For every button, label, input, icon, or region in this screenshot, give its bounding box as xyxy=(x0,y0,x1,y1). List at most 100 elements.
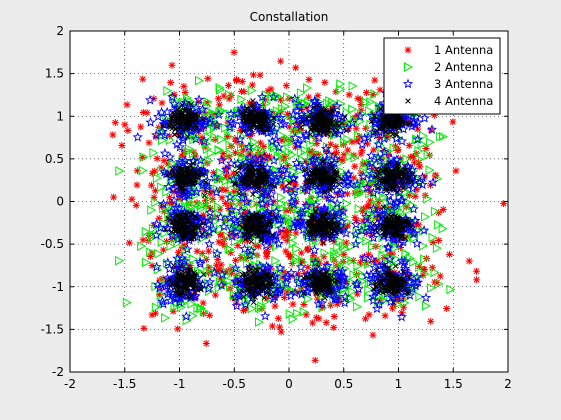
data-point xyxy=(188,101,194,108)
data-point xyxy=(379,275,390,286)
data-point xyxy=(354,110,366,121)
data-point xyxy=(415,221,423,229)
data-point xyxy=(256,71,264,79)
data-point xyxy=(226,231,238,241)
data-point xyxy=(391,269,399,277)
data-point xyxy=(371,303,383,314)
data-point xyxy=(232,196,242,207)
data-point xyxy=(318,224,325,231)
data-point xyxy=(256,284,262,291)
data-point xyxy=(308,239,319,250)
data-point xyxy=(268,91,279,102)
data-point xyxy=(213,109,225,120)
data-point xyxy=(151,229,162,240)
data-point xyxy=(327,235,333,242)
legend-label: 4 Antenna xyxy=(434,94,493,108)
data-point xyxy=(293,114,304,125)
data-point xyxy=(256,161,263,168)
data-point xyxy=(289,300,297,308)
data-point xyxy=(347,255,357,266)
data-point xyxy=(331,269,337,275)
data-point xyxy=(339,297,350,308)
data-point xyxy=(322,189,328,195)
data-point xyxy=(154,248,164,259)
data-point xyxy=(322,105,329,112)
data-point xyxy=(393,299,403,310)
data-point xyxy=(395,184,403,192)
data-point xyxy=(248,279,254,286)
data-point xyxy=(302,185,313,196)
data-point xyxy=(163,238,171,246)
data-point xyxy=(309,319,317,327)
data-point xyxy=(385,117,391,123)
data-point xyxy=(371,208,383,219)
data-point xyxy=(190,173,196,179)
data-point xyxy=(244,208,252,216)
data-point xyxy=(332,258,342,269)
data-point xyxy=(137,123,145,131)
data-point xyxy=(419,112,430,123)
data-point xyxy=(174,325,182,333)
data-point xyxy=(238,78,246,86)
data-point xyxy=(276,119,287,130)
data-point xyxy=(182,279,188,286)
data-point xyxy=(139,108,147,116)
data-point xyxy=(229,201,239,211)
data-point xyxy=(181,114,188,120)
data-point xyxy=(348,81,358,91)
data-point xyxy=(374,181,380,187)
data-point xyxy=(327,289,334,295)
data-point xyxy=(330,153,341,164)
data-point xyxy=(206,148,216,159)
data-point xyxy=(342,217,353,227)
data-point xyxy=(398,287,404,293)
data-point xyxy=(500,200,508,208)
data-point xyxy=(288,190,299,201)
data-point xyxy=(403,286,409,292)
data-point xyxy=(300,301,308,309)
data-point xyxy=(156,166,166,176)
data-point xyxy=(375,278,382,284)
data-point xyxy=(195,166,202,172)
data-point xyxy=(232,289,244,300)
data-point xyxy=(350,238,362,249)
data-point xyxy=(249,224,256,231)
data-point xyxy=(295,216,306,227)
data-point xyxy=(381,229,388,236)
data-point xyxy=(321,121,327,128)
data-point xyxy=(420,254,430,264)
data-point xyxy=(333,300,341,308)
data-point xyxy=(325,95,335,106)
data-point xyxy=(426,151,434,159)
data-point xyxy=(174,188,186,199)
data-point xyxy=(297,249,305,257)
data-point xyxy=(427,126,435,134)
data-point xyxy=(144,94,156,105)
data-point xyxy=(357,150,365,158)
data-point xyxy=(155,291,163,299)
data-point xyxy=(174,115,180,122)
data-point xyxy=(212,261,220,269)
data-point xyxy=(178,290,185,296)
data-point xyxy=(366,253,378,264)
data-point xyxy=(221,165,229,173)
data-point xyxy=(314,279,321,286)
data-point xyxy=(291,157,302,168)
data-point xyxy=(394,122,401,129)
data-point xyxy=(322,271,328,278)
data-point xyxy=(199,306,209,317)
data-point xyxy=(184,125,190,132)
data-point xyxy=(259,310,271,321)
data-point xyxy=(180,82,188,90)
data-point xyxy=(395,195,407,206)
data-point xyxy=(336,123,342,129)
data-point xyxy=(309,135,319,145)
data-point xyxy=(323,149,335,160)
data-point xyxy=(215,82,225,93)
data-point xyxy=(197,104,208,115)
data-point xyxy=(309,244,320,255)
data-point xyxy=(302,286,314,297)
data-point xyxy=(388,234,400,245)
data-point xyxy=(249,121,255,128)
data-point xyxy=(292,180,300,188)
